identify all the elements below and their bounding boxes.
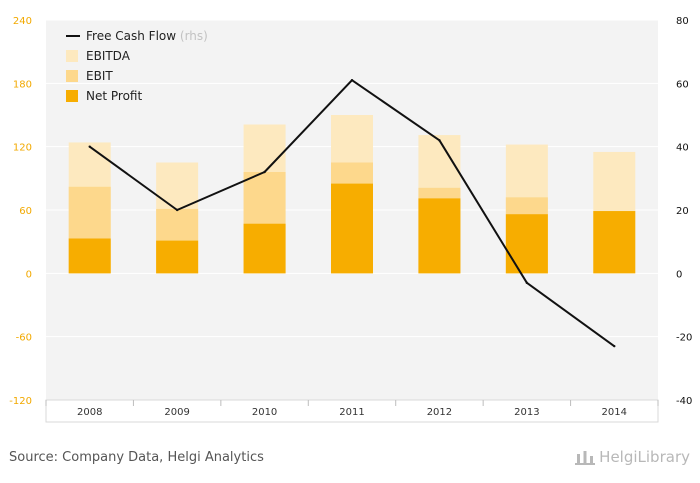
legend-label: Net Profit	[86, 89, 142, 103]
bar-net-profit	[505, 214, 548, 274]
legend-box-marker	[66, 90, 78, 102]
bar-net-profit	[68, 238, 111, 274]
bar-net-profit	[331, 183, 373, 274]
line-point	[88, 145, 91, 148]
source-note: Source: Company Data, Helgi Analytics	[9, 450, 264, 465]
library-building-icon	[575, 451, 596, 465]
left-axis-tick-label: 180	[13, 79, 32, 90]
x-axis-tick-label: 2014	[602, 407, 627, 418]
line-point	[175, 208, 179, 212]
left-axis-tick-label: 0	[26, 269, 32, 280]
bar-net-profit	[243, 223, 286, 274]
bar-net-profit	[156, 240, 199, 274]
brand-name: HelgiLibrary	[599, 448, 690, 466]
left-axis-tick-label: -60	[16, 333, 32, 344]
line-point	[263, 170, 266, 174]
right-axis-tick-label: 0	[676, 269, 682, 280]
legend-box-marker	[66, 50, 78, 62]
left-axis-tick-label: -120	[9, 396, 32, 407]
x-axis-tick-label: 2012	[427, 407, 452, 418]
x-axis-tick-label: 2010	[252, 407, 277, 418]
line-point	[350, 78, 354, 82]
legend-box-marker	[66, 70, 78, 82]
right-axis-tick-label: 20	[676, 206, 689, 217]
x-axis-band	[45, 399, 659, 423]
right-axis-tick-label: 60	[676, 79, 689, 90]
x-axis-tick-label: 2013	[514, 407, 539, 418]
legend-label: Free Cash Flow (rhs)	[86, 29, 208, 43]
line-point	[613, 344, 616, 348]
right-axis-tick-label: 80	[676, 16, 689, 27]
x-axis-tick-label: 2009	[164, 407, 189, 418]
legend-suffix: (rhs)	[176, 29, 208, 43]
legend-label: EBIT	[86, 69, 113, 83]
bar-net-profit	[593, 211, 636, 274]
line-point	[438, 139, 441, 142]
right-axis-tick-label: -40	[676, 396, 692, 407]
bar-net-profit	[418, 198, 461, 274]
left-axis-tick-label: 60	[19, 206, 32, 217]
right-axis-tick-label: 40	[676, 143, 689, 154]
legend-label: EBITDA	[86, 49, 131, 63]
left-axis-tick-label: 240	[13, 16, 32, 27]
brand-logo: HelgiLibrary	[574, 448, 690, 466]
left-axis-tick-label: 120	[13, 143, 32, 154]
x-axis-tick-label: 2008	[77, 407, 102, 418]
x-axis-tick-label: 2011	[339, 407, 364, 418]
line-point	[525, 281, 529, 285]
right-axis-tick-label: -20	[676, 333, 692, 344]
